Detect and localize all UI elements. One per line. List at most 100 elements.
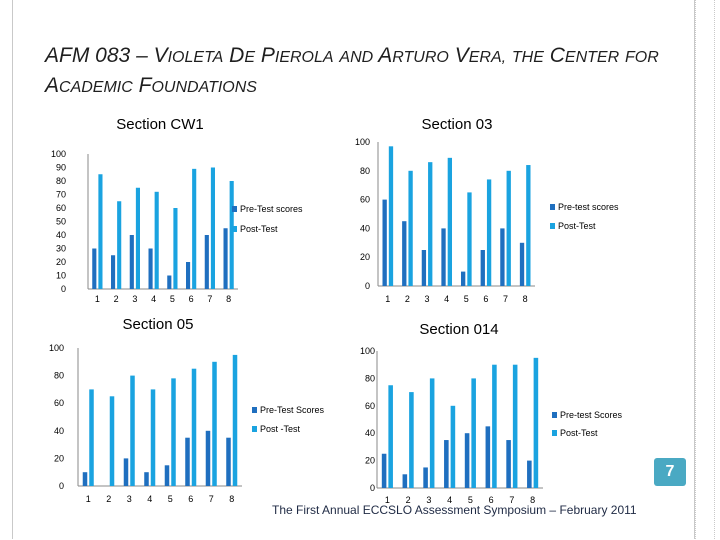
bar-post-test	[191, 368, 197, 486]
bar-pre-test	[123, 458, 129, 486]
bar-post-test	[409, 392, 414, 488]
bar-pre-test	[111, 255, 116, 289]
x-tick-label: 4	[444, 294, 449, 304]
bar-pre-test	[464, 433, 470, 488]
legend-label: Pre-test Scores	[560, 410, 623, 420]
bar-post-test	[447, 157, 453, 286]
y-tick-label: 60	[54, 398, 64, 408]
bar-pre-test	[167, 275, 172, 289]
x-tick-label: 7	[509, 495, 514, 505]
legend-swatch	[550, 204, 555, 210]
bar-pre-test	[382, 199, 387, 286]
bar-post-test	[408, 170, 413, 286]
legend-swatch	[232, 206, 237, 212]
y-tick-label: 40	[56, 230, 66, 240]
bar-post-test	[388, 146, 394, 286]
legend-swatch	[252, 426, 257, 432]
bar-post-test	[98, 174, 103, 289]
x-tick-label: 1	[86, 494, 91, 504]
bar-pre-test	[423, 467, 428, 488]
bar-post-test	[506, 170, 511, 286]
y-tick-label: 80	[365, 373, 375, 383]
y-tick-label: 20	[56, 257, 66, 267]
chart-svg: Section 014 0 20 40 60 80 100 1 2 3 4 5 6 7 8 Pre-test …	[360, 321, 623, 505]
x-tick-label: 3	[426, 495, 431, 505]
x-tick-label: 7	[503, 294, 508, 304]
x-tick-label: 6	[189, 294, 194, 304]
legend-swatch	[552, 412, 557, 418]
chart-title: Section CW1	[116, 116, 204, 133]
bar-pre-test	[129, 235, 134, 289]
chart-svg: Section 05 0 20 40 60 80 100 1 2 3 4 5 6 7 8 Pre-Test S…	[49, 316, 325, 504]
chart-section-cw1: Section CW1 0 10 20 30 40 50 60 70 80 90 100 1 2 3 4 5 6 7…	[40, 112, 360, 312]
bar-pre-test	[148, 248, 153, 289]
y-tick-label: 0	[61, 284, 66, 294]
y-tick-label: 10	[56, 271, 66, 281]
x-tick-label: 2	[406, 495, 411, 505]
chart-title: Section 05	[123, 316, 194, 333]
chart-section-03: Section 03 0 20 40 60 80 100 1 2 3 4 5 6 7 8 Pre-test s…	[355, 112, 690, 312]
x-tick-label: 2	[405, 294, 410, 304]
chart-svg: Section CW1 0 10 20 30 40 50 60 70 80 90 100 1 2 3 4 5 6 7…	[51, 116, 303, 304]
bar-pre-test	[441, 228, 446, 286]
y-tick-label: 70	[56, 190, 66, 200]
y-tick-label: 20	[365, 456, 375, 466]
chart-section-014: Section 014 0 20 40 60 80 100 1 2 3 4 5 6 7 8 Pre-test …	[360, 318, 690, 508]
bar-post-test	[130, 375, 135, 486]
x-tick-label: 4	[147, 494, 152, 504]
legend-label: Post-Test	[558, 221, 596, 231]
bar-pre-test	[485, 426, 491, 488]
x-tick-label: 5	[170, 294, 175, 304]
y-tick-label: 60	[56, 203, 66, 213]
y-tick-label: 50	[56, 217, 66, 227]
legend-label: Post -Test	[260, 424, 301, 434]
legend-swatch	[550, 223, 555, 229]
x-tick-label: 1	[95, 294, 100, 304]
bar-pre-test	[185, 437, 190, 486]
bar-pre-test	[223, 228, 228, 289]
bar-post-test	[492, 364, 497, 488]
y-tick-label: 60	[365, 401, 375, 411]
chart-title: Section 014	[419, 321, 498, 338]
y-tick-label: 0	[370, 483, 375, 493]
bar-pre-test	[144, 472, 149, 486]
x-tick-label: 8	[226, 294, 231, 304]
x-tick-label: 3	[132, 294, 137, 304]
y-tick-label: 100	[360, 346, 375, 356]
bar-post-test	[232, 354, 238, 486]
x-tick-label: 6	[188, 494, 193, 504]
x-tick-label: 5	[468, 495, 473, 505]
bar-pre-test	[226, 437, 231, 486]
y-tick-label: 40	[360, 223, 370, 233]
bar-post-test	[388, 385, 393, 488]
x-tick-label: 3	[127, 494, 132, 504]
y-tick-label: 60	[360, 195, 370, 205]
y-tick-label: 30	[56, 244, 66, 254]
bar-pre-test	[186, 262, 191, 289]
bar-post-test	[173, 208, 178, 289]
chart-svg: Section 03 0 20 40 60 80 100 1 2 3 4 5 6 7 8 Pre-test s…	[355, 116, 619, 304]
bar-post-test	[229, 181, 234, 289]
legend-label: Pre-Test scores	[240, 204, 303, 214]
bar-pre-test	[421, 250, 427, 286]
legend-swatch	[552, 430, 557, 436]
bar-pre-test	[381, 453, 387, 488]
y-tick-label: 100	[355, 137, 370, 147]
bar-post-test	[150, 389, 156, 486]
bar-post-test	[471, 378, 476, 488]
x-tick-label: 8	[229, 494, 234, 504]
y-tick-label: 0	[365, 281, 370, 291]
chart-section-05: Section 05 0 20 40 60 80 100 1 2 3 4 5 6 7 8 Pre-Test S…	[40, 312, 360, 507]
bar-post-test	[526, 165, 531, 286]
bar-pre-test	[527, 460, 532, 488]
x-tick-label: 4	[447, 495, 452, 505]
bar-post-test	[109, 396, 115, 486]
x-tick-label: 1	[385, 495, 390, 505]
x-tick-label: 3	[425, 294, 430, 304]
bar-pre-test	[82, 472, 88, 486]
legend-label: Pre-Test Scores	[260, 405, 325, 415]
x-tick-label: 4	[151, 294, 156, 304]
bar-pre-test	[480, 250, 485, 286]
legend-swatch	[232, 226, 237, 232]
bar-pre-test	[164, 465, 170, 486]
